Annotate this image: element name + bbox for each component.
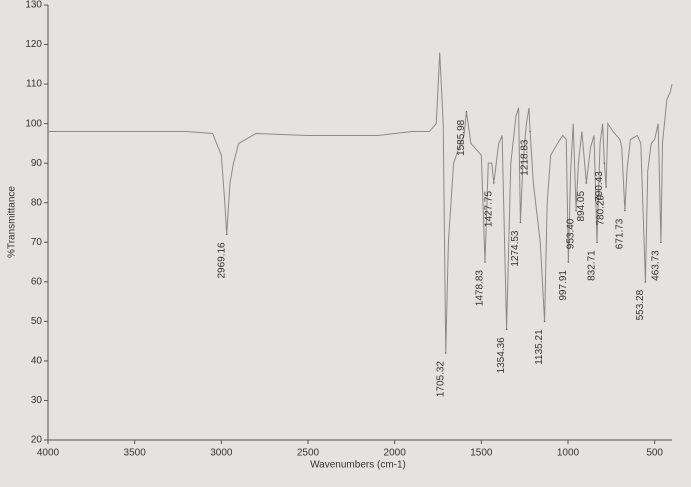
peak-marker: [529, 130, 531, 133]
peak-marker: [519, 221, 522, 224]
peak-marker: [596, 241, 598, 244]
peak-label: 1705.32: [435, 361, 446, 398]
peak-marker: [444, 352, 447, 354]
x-tick-label: 2500: [297, 448, 320, 459]
peak-marker: [624, 209, 626, 212]
peak-marker: [484, 261, 486, 263]
peak-marker: [493, 182, 495, 184]
y-tick-label: 90: [31, 158, 43, 169]
peak-marker: [605, 186, 607, 188]
peak-label: 1585.98: [456, 119, 467, 156]
peak-label: 1427.75: [483, 191, 494, 228]
y-tick-label: 110: [26, 79, 42, 90]
peak-marker: [644, 281, 647, 283]
y-tick-label: 100: [25, 118, 42, 129]
x-tick-label: 1500: [470, 448, 493, 459]
y-tick-label: 120: [25, 39, 42, 50]
peak-label: 553.28: [635, 289, 646, 320]
x-tick-label: 500: [646, 448, 663, 459]
peak-marker: [575, 209, 577, 212]
peak-marker: [567, 261, 570, 263]
peak-label: 1274.53: [510, 230, 521, 267]
peak-label: 1135.21: [534, 329, 545, 365]
spectrum-line: [48, 52, 673, 354]
x-tick-label: 1000: [557, 448, 580, 459]
y-tick-label: 40: [31, 356, 43, 367]
peak-marker: [603, 162, 606, 164]
peak-label: 1354.36: [496, 337, 507, 374]
y-tick-label: 50: [31, 316, 43, 327]
peak-label: 953.40: [566, 218, 577, 249]
peak-label: 463.73: [651, 250, 662, 281]
peak-label: 1478.83: [475, 270, 486, 307]
peak-label: 1218.83: [520, 139, 531, 176]
y-tick-label: 130: [25, 0, 42, 11]
x-tick-label: 3000: [210, 448, 233, 459]
y-tick-label: 60: [31, 276, 43, 287]
peak-label: 997.91: [558, 270, 569, 301]
peak-label: 790.43: [594, 171, 605, 202]
x-tick-label: 3500: [124, 448, 147, 459]
peak-marker: [543, 320, 546, 323]
peak-marker: [225, 233, 228, 236]
peak-label: 2969.16: [216, 242, 227, 279]
x-tick-label: 2000: [384, 448, 407, 459]
peak-marker: [660, 241, 662, 244]
y-tick-label: 80: [31, 197, 43, 208]
peak-marker: [585, 182, 588, 184]
peak-marker: [465, 110, 468, 113]
peak-label: 671.73: [615, 218, 626, 249]
peak-marker: [505, 328, 508, 331]
y-tick-label: 30: [31, 395, 43, 406]
y-tick-label: 20: [31, 435, 43, 446]
peak-label: 780.29: [596, 194, 607, 225]
peak-label: 894.05: [576, 191, 587, 222]
peak-label: 832.71: [587, 250, 598, 281]
y-axis-label: %Transmittance: [7, 186, 18, 258]
y-tick-label: 70: [31, 237, 43, 248]
x-tick-label: 4000: [37, 448, 60, 459]
x-axis-label: Wavenumbers (cm-1): [310, 460, 406, 471]
